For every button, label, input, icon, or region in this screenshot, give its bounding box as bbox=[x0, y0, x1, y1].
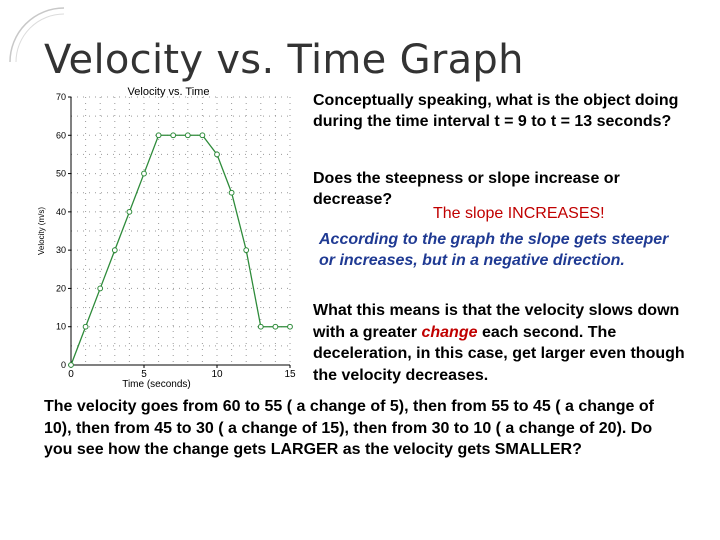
y-axis-label: Velocity (m/s) bbox=[37, 207, 46, 255]
data-point bbox=[228, 189, 235, 196]
slope-explanation: According to the graph the slope gets st… bbox=[319, 231, 669, 269]
data-point bbox=[141, 170, 147, 177]
data-point bbox=[97, 285, 104, 292]
question-slope: Does the steepness or slope increase or … bbox=[313, 170, 620, 208]
data-point bbox=[184, 132, 191, 139]
y-tick-label: 10 bbox=[56, 322, 66, 332]
answer-slope-increases: The slope INCREASES! bbox=[433, 205, 605, 222]
data-point bbox=[68, 362, 74, 368]
data-point bbox=[126, 208, 133, 215]
y-tick-label: 70 bbox=[56, 92, 66, 102]
change-highlight: change bbox=[421, 323, 478, 341]
y-tick-label: 30 bbox=[56, 245, 66, 255]
data-point bbox=[243, 247, 250, 254]
velocity-change-summary: The velocity goes from 60 to 55 ( a chan… bbox=[44, 398, 654, 458]
question-time-interval: Conceptually speaking, what is the objec… bbox=[313, 92, 679, 130]
chart-svg: 0 10 20 30 40 50 60 70 0 5 10 15 Velocity vs. Time Ti… bbox=[37, 86, 296, 389]
y-tick-label: 40 bbox=[56, 207, 66, 217]
chart-title: Velocity vs. Time bbox=[128, 86, 210, 98]
deceleration-explanation: What this means is that the velocity slo… bbox=[313, 300, 698, 386]
y-tick-label: 60 bbox=[56, 130, 66, 140]
x-tick-label: 0 bbox=[68, 369, 74, 380]
means-text-end: each second. The deceleration, in this c… bbox=[313, 323, 685, 384]
y-tick-label: 0 bbox=[61, 360, 66, 370]
data-point bbox=[199, 132, 206, 139]
x-tick-label: 15 bbox=[284, 369, 296, 380]
y-tick-label: 50 bbox=[56, 169, 66, 179]
data-point bbox=[111, 247, 118, 254]
data-point bbox=[287, 323, 293, 330]
x-axis-label: Time (seconds) bbox=[122, 379, 191, 389]
means-text-start: What this means is that the velocity slo… bbox=[313, 302, 680, 341]
data-point bbox=[82, 323, 89, 330]
data-point bbox=[170, 132, 177, 139]
data-point bbox=[155, 132, 162, 139]
data-point bbox=[214, 151, 220, 158]
velocity-series-line bbox=[70, 134, 290, 366]
velocity-time-chart: 0 10 20 30 40 50 60 70 0 5 10 15 Velocity vs. Time Ti… bbox=[34, 83, 300, 389]
slide-title: Velocity vs. Time Graph bbox=[44, 37, 524, 83]
y-tick-label: 20 bbox=[56, 283, 66, 293]
x-tick-label: 5 bbox=[141, 369, 147, 380]
data-point bbox=[257, 323, 264, 330]
data-point bbox=[272, 323, 279, 330]
x-tick-label: 10 bbox=[211, 369, 223, 380]
